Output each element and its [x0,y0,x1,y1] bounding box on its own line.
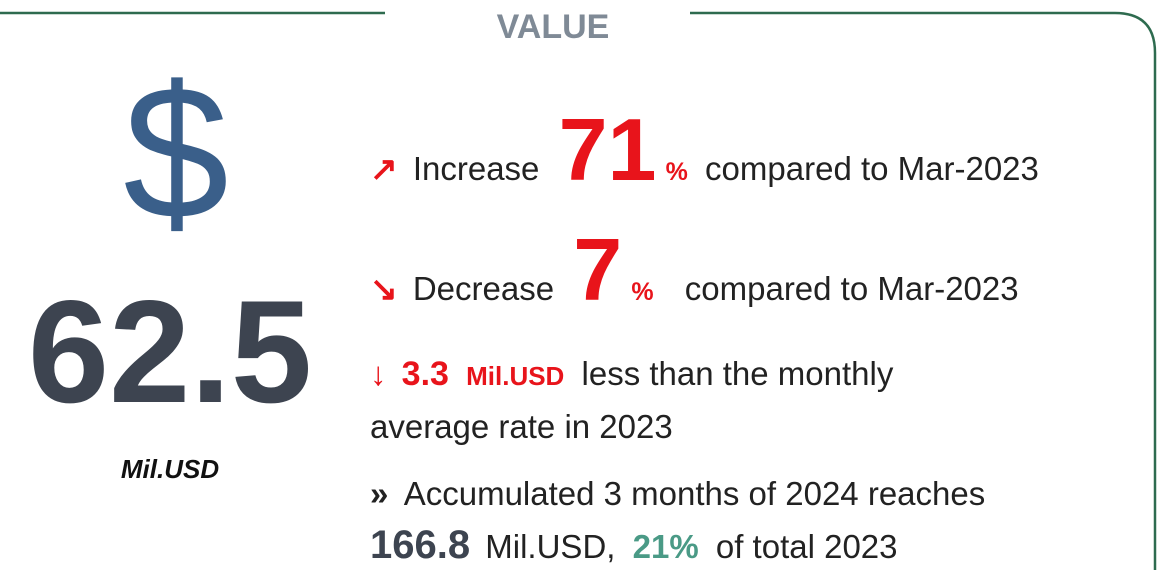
panel-frame [0,11,1157,570]
line-accumulated: » Accumulated 3 months of 2024 reaches [370,475,985,512]
difference-unit: Mil.USD [466,361,564,391]
line-decrease: ↘ Decrease 7 % compared to Mar-2023 [370,220,1019,319]
line-accumulated-wrap: 166.8 Mil.USD, 21% of total 2023 [370,523,898,567]
accumulated-unit: Mil.USD, [485,528,615,565]
percent-value: 7 [573,220,622,319]
line-average-wrap: average rate in 2023 [370,408,673,445]
main-unit: Mil.USD [121,454,219,484]
comparison: compared to Mar-2023 [705,150,1039,187]
accumulated-value: 166.8 [370,523,470,567]
share-value: 21% [633,528,699,565]
currency-symbol: $ [123,47,229,259]
label: Decrease [413,270,554,307]
icon: » [370,475,388,512]
percent-sign: % [631,278,653,306]
icon: ↓ [370,355,387,392]
share-description: of total 2023 [716,528,898,565]
description: Accumulated 3 months of 2024 reaches [404,475,986,512]
icon: ↗ [370,150,398,187]
percent-value: 71 [559,100,657,199]
line-average: ↓ 3.3 Mil.USD less than the monthly [370,355,894,393]
label: Increase [413,150,540,187]
description: less than the monthly [582,355,894,392]
percent-sign: % [666,158,688,186]
line-increase: ↗ Increase 71 % compared to Mar-2023 [370,100,1039,199]
panel-title: VALUE [497,8,610,46]
icon: ↘ [370,270,398,307]
main-value: 62.5 [28,270,312,433]
difference-value: 3.3 [402,355,449,393]
comparison: compared to Mar-2023 [685,270,1019,307]
